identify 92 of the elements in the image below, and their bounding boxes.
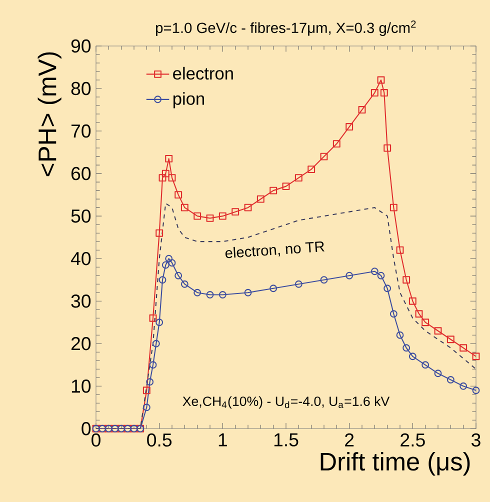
series-label: electron, no TR (225, 242, 324, 258)
point (244, 204, 252, 212)
y-tick-label: 0 (82, 422, 91, 436)
y-tick-label: 50 (71, 209, 91, 223)
point (384, 284, 392, 292)
point (165, 254, 173, 262)
point (472, 352, 480, 360)
point (256, 195, 264, 203)
legend-label: pion (173, 92, 204, 108)
y-tick-label: 60 (71, 166, 91, 180)
point (320, 276, 328, 284)
point (460, 382, 468, 390)
y-tick-label: 80 (71, 82, 91, 96)
point (218, 212, 226, 220)
y-tick-label: 20 (71, 337, 91, 350)
point (434, 327, 442, 335)
point (320, 152, 328, 160)
point (174, 191, 182, 199)
point (162, 170, 170, 178)
x-tick-label: 1 (218, 433, 227, 446)
y-tick-label: 10 (72, 380, 91, 393)
point (434, 370, 442, 378)
point (358, 106, 366, 114)
point (294, 174, 302, 182)
point (152, 340, 160, 348)
x-axis-title: Drift time (μs) (320, 452, 470, 476)
point (402, 276, 410, 284)
y-tick-label: 90 (71, 39, 91, 53)
point (472, 386, 480, 394)
point (377, 76, 385, 84)
point (168, 174, 176, 182)
point (408, 352, 416, 360)
point (332, 140, 340, 148)
point (244, 288, 252, 296)
point (168, 259, 176, 267)
point (346, 272, 354, 280)
point (396, 331, 404, 339)
point (294, 280, 302, 288)
point (370, 89, 378, 97)
point (380, 89, 388, 97)
point (180, 204, 188, 212)
point (408, 297, 416, 305)
point (162, 261, 170, 269)
point (422, 361, 430, 369)
y-tick-label: 40 (70, 252, 91, 266)
point (415, 310, 423, 318)
point (156, 318, 164, 326)
point (149, 361, 157, 369)
point (446, 376, 454, 384)
point (346, 123, 354, 131)
point (308, 166, 316, 174)
point (149, 314, 157, 322)
point (158, 174, 166, 182)
point (146, 378, 154, 386)
point (384, 144, 392, 152)
point (206, 291, 214, 298)
y-tick-label: 70 (71, 124, 91, 138)
point (194, 288, 202, 296)
point (165, 154, 173, 162)
point (390, 204, 398, 212)
point (142, 386, 150, 394)
point (270, 284, 278, 292)
point (156, 229, 164, 237)
point (396, 246, 404, 254)
x-tick-label: 1.5 (274, 433, 298, 446)
annotation: Xe,CH$_{4}$(10%) - U$_{d}$=-4.0, U$_{a}$=1.6 kV (182, 396, 390, 409)
point (218, 291, 226, 298)
chart-title: p=1.0 GeV/c - fibres-17μm, X=0.3 g/cm$^{2}$ (156, 20, 416, 36)
point (282, 182, 290, 190)
point (402, 344, 410, 352)
point (460, 344, 468, 352)
point (422, 318, 430, 326)
point (206, 214, 214, 222)
x-tick-label: 0 (92, 433, 100, 447)
point (180, 280, 188, 288)
x-tick-label: 3 (472, 433, 480, 447)
point (446, 336, 454, 344)
point (390, 310, 398, 318)
point (232, 208, 240, 216)
point (158, 276, 166, 284)
point (270, 186, 278, 194)
x-tick-label: 2 (345, 433, 354, 446)
point (194, 212, 202, 220)
legend-label: electron (173, 66, 233, 80)
y-tick-label: 30 (71, 294, 91, 308)
point (174, 272, 182, 280)
x-tick-label: 0.5 (147, 433, 172, 447)
point (370, 268, 378, 276)
point (142, 404, 150, 412)
point (377, 272, 385, 280)
y-axis-title: <PH> (mV) (38, 52, 62, 176)
x-tick-label: 2.5 (400, 433, 425, 447)
